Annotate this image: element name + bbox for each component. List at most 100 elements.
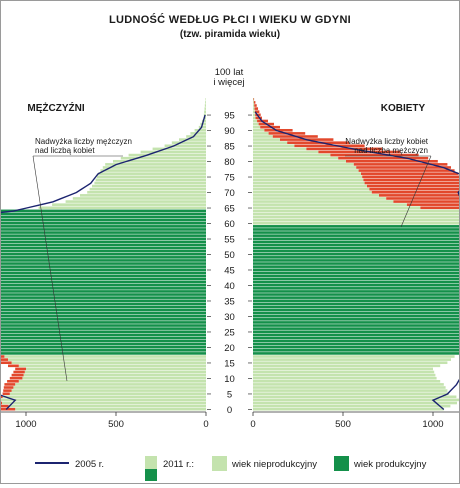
chart-subtitle: (tzw. piramida wieku): [180, 29, 280, 40]
men-bar-age-6: [11, 389, 206, 392]
women-surplus-age-90: [264, 128, 293, 132]
men-surplus-age-11: [11, 373, 24, 377]
age-tick-85: 85: [224, 141, 235, 152]
men-bar-age-0: [15, 407, 207, 411]
men-bar-age-26: [0, 327, 206, 330]
women-surplus-age-100: [253, 98, 255, 101]
men-surplus-age-14: [8, 364, 19, 368]
men-bar-age-96: [204, 110, 206, 113]
women-bar-age-12: [253, 370, 435, 374]
men-bar-age-2: [2, 401, 206, 405]
men-bar-age-16: [8, 358, 206, 361]
women-surplus-age-98: [254, 104, 257, 107]
legend-nonproductive-swatch-small: [145, 456, 157, 469]
women-surplus-age-76: [361, 172, 459, 175]
women-bar-age-88: [253, 135, 273, 138]
women-label: KOBIETY: [381, 103, 426, 114]
men-surplus-age-4: [0, 395, 3, 399]
men-bar-age-77: [100, 169, 206, 172]
age-tick-35: 35: [224, 296, 235, 307]
men-bar-age-81: [120, 156, 206, 160]
women-bar-age-36: [253, 296, 460, 299]
lines-2005-layer: [0, 111, 460, 411]
women-bar-age-21: [253, 342, 460, 346]
men-bar-age-28: [0, 321, 206, 324]
women-bar-age-32: [253, 308, 460, 312]
women-bar-age-84: [253, 147, 307, 151]
men-bar-age-55: [0, 237, 206, 241]
men-bar-age-22: [0, 339, 207, 343]
axes-layer: 2500200015001000500005001000150020002500…: [0, 110, 460, 430]
men-bar-age-57: [0, 231, 206, 234]
women-bar-age-78: [253, 166, 357, 169]
men-bar-age-58: [0, 228, 207, 231]
men-bar-age-46: [0, 265, 207, 268]
men-bar-age-76: [98, 172, 206, 175]
men-surplus-age-2: [0, 401, 2, 405]
men-bar-age-9: [18, 380, 206, 383]
women-bar-age-48: [253, 259, 460, 262]
age-tick-15: 15: [224, 358, 235, 369]
women-bar-age-82: [253, 153, 331, 157]
women-bar-age-6: [253, 389, 448, 392]
men-bar-age-80: [113, 159, 206, 163]
women-bar-age-53: [253, 243, 460, 247]
women-bar-age-85: [253, 144, 295, 148]
women-bar-age-93: [253, 119, 258, 123]
women-bar-age-46: [253, 265, 460, 268]
women-bar-age-55: [253, 237, 460, 241]
women-bar-age-2: [253, 401, 457, 405]
men-bar-age-53: [0, 243, 206, 247]
age-tick-60: 60: [224, 219, 235, 230]
women-bar-age-18: [253, 352, 460, 355]
women-bar-age-94: [253, 116, 256, 120]
men-bar-age-71: [89, 187, 206, 191]
women-bar-age-75: [253, 175, 363, 179]
men-bar-age-19: [0, 349, 206, 352]
bars-layer: [0, 98, 460, 411]
women-2005-line: [254, 111, 460, 411]
women-bar-age-43: [253, 274, 460, 278]
men-bar-age-30: [0, 314, 207, 318]
age-tick-50: 50: [224, 250, 235, 261]
women-bar-age-62: [253, 215, 460, 219]
men-surplus-annotation-line1: Nadwyżka liczby mężczyzn: [35, 137, 132, 146]
women-bar-age-60: [253, 221, 460, 225]
men-bar-age-98: [204, 104, 206, 107]
men-bar-age-35: [0, 299, 207, 303]
women-bar-age-96: [253, 110, 255, 113]
women-bar-age-56: [253, 234, 460, 237]
men-bar-age-21: [0, 342, 206, 346]
men-x-tick-0: 0: [203, 419, 208, 430]
men-bar-age-43: [0, 274, 206, 278]
women-bar-age-97: [253, 107, 255, 110]
women-bar-age-61: [253, 218, 460, 222]
men-bar-age-95: [203, 113, 206, 117]
women-bar-age-76: [253, 172, 361, 175]
women-bar-age-50: [253, 252, 460, 256]
men-surplus-age-0: [0, 407, 16, 411]
legend-2005-label: 2005 r.: [75, 459, 104, 470]
women-bar-age-15: [253, 361, 448, 365]
men-bar-age-63: [0, 212, 207, 216]
women-surplus-age-65: [420, 206, 460, 210]
men-bar-age-13: [26, 367, 206, 371]
men-bar-age-3: [0, 398, 207, 402]
women-bar-age-14: [253, 364, 441, 368]
women-bar-age-90: [253, 128, 265, 132]
women-bar-age-68: [253, 197, 387, 200]
women-surplus-age-79: [353, 163, 448, 166]
women-surplus-annotation-line1: Nadwyżka liczby kobiet: [345, 137, 428, 146]
men-bar-age-27: [0, 324, 206, 327]
men-bar-age-64: [0, 209, 206, 213]
age-tick-90: 90: [224, 126, 235, 137]
women-surplus-age-73: [364, 181, 460, 185]
men-bar-age-62: [0, 215, 207, 219]
men-surplus-age-17: [0, 355, 5, 358]
women-bar-age-28: [253, 321, 460, 324]
women-surplus-age-78: [356, 166, 451, 169]
men-bar-age-32: [0, 308, 206, 312]
women-bar-age-52: [253, 246, 460, 250]
legend-productive-swatch-small: [145, 469, 157, 481]
men-bar-age-40: [0, 283, 207, 287]
